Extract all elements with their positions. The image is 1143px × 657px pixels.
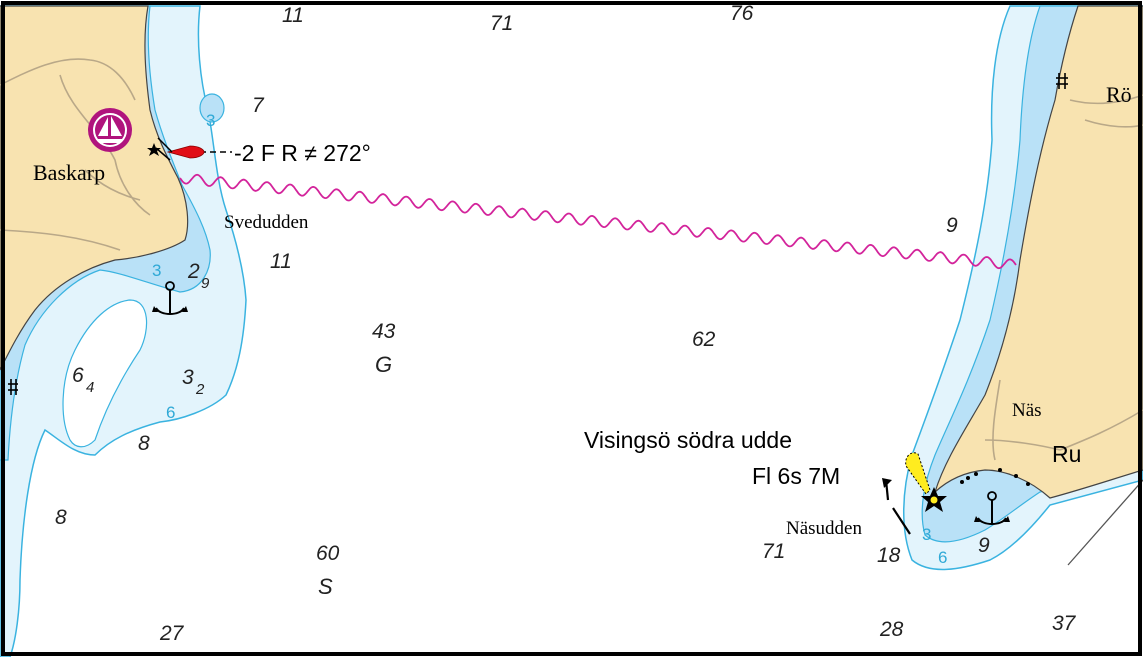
anchor-icon[interactable]	[152, 281, 188, 315]
sailboat-marina-icon[interactable]	[88, 108, 132, 152]
sounding-sub: 4	[86, 379, 94, 396]
sounding: 7	[252, 94, 265, 117]
seabed-s: S	[318, 574, 333, 599]
sounding-sub: 2	[195, 381, 205, 398]
sounding: 2	[187, 260, 200, 283]
sounding: 8	[138, 432, 150, 455]
sounding: 76	[730, 2, 754, 25]
visingso-name-label: Visingsö södra udde	[584, 427, 792, 453]
sounding: 62	[692, 328, 716, 351]
place-nas: Näs	[1012, 400, 1042, 421]
limit-line	[1067, 479, 1143, 566]
rocks	[960, 468, 1030, 486]
sounding: 9	[978, 534, 990, 557]
sounding: 71	[762, 540, 785, 563]
baskarp-light-sector	[166, 145, 232, 159]
sounding-sub: 9	[201, 275, 210, 292]
sounding: 71	[490, 12, 513, 35]
sounding: 27	[159, 622, 185, 645]
sector-arrow	[882, 478, 892, 488]
sounding: 60	[316, 542, 340, 565]
contour-label: 3	[152, 261, 161, 280]
shoal-patch	[199, 93, 225, 123]
church-cross-icon	[8, 379, 18, 395]
sounding: 28	[879, 618, 904, 641]
church-cross-icon	[1056, 73, 1068, 89]
contour-labels: 3 3 6 3 6	[152, 111, 947, 567]
place-ru: Ru	[1052, 441, 1081, 467]
sounding: 37	[1052, 612, 1077, 635]
visingso-char-label: Fl 6s 7M	[752, 463, 840, 489]
sounding: 18	[877, 544, 901, 567]
anchor-icon[interactable]	[974, 491, 1010, 525]
lighthouse-star-icon	[147, 143, 161, 156]
contour-label: 6	[938, 548, 947, 567]
sounding: 8	[55, 506, 67, 529]
seabed-g: G	[375, 352, 392, 377]
right-land	[933, 5, 1143, 499]
left-land	[0, 5, 189, 371]
place-ror: Rö	[1106, 82, 1132, 107]
sounding: 43	[372, 320, 396, 343]
left-deep-pocket	[62, 299, 148, 448]
place-nasudden: Näsudden	[786, 518, 862, 539]
sounding: 6	[72, 364, 84, 387]
place-svedudden: Svedudden	[224, 212, 309, 233]
sounding: 11	[270, 250, 292, 273]
jetty	[155, 137, 173, 161]
sounding: 9	[946, 214, 958, 237]
baskarp-light-label: -2 F R ≠ 272°	[234, 140, 371, 166]
contour-label: 3	[922, 525, 931, 544]
submarine-cable	[179, 173, 1017, 270]
contour-label: 6	[166, 403, 175, 422]
soundings: 11 71 76 7 11 9 43 62 8 8 60 71 18 9 27 …	[55, 2, 1077, 645]
sounding: 11	[282, 4, 304, 27]
sounding: 3	[182, 366, 194, 389]
visingso-light[interactable]	[905, 452, 947, 512]
left-roads	[0, 58, 151, 251]
lighthouse-star-icon	[921, 487, 947, 512]
contour-label: 3	[206, 111, 215, 130]
place-baskarp: Baskarp	[33, 160, 105, 185]
